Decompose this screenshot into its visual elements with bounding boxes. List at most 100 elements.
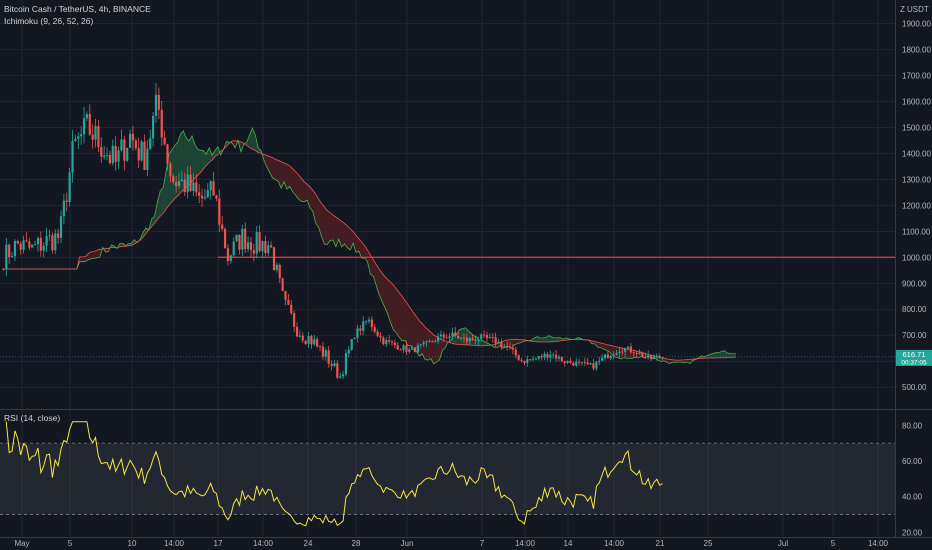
candle (483, 330, 486, 338)
candle (497, 338, 500, 345)
candles (2, 83, 664, 380)
candle (249, 237, 253, 258)
candle-body (451, 332, 454, 337)
candle-body (560, 356, 563, 362)
candle (318, 345, 322, 352)
candle (506, 341, 509, 351)
candle-body (267, 245, 270, 254)
candle-body (347, 349, 350, 354)
indicator-label[interactable]: Ichimoku (9, 26, 52, 26) (4, 16, 94, 26)
candle (131, 125, 135, 151)
candle-body (457, 335, 460, 339)
candle (526, 355, 529, 367)
candle (647, 350, 650, 360)
candle (324, 347, 327, 361)
candle (195, 174, 198, 197)
candle (28, 238, 31, 251)
candle (22, 235, 25, 254)
candle (428, 339, 431, 343)
candle-body (508, 347, 512, 349)
candle-body (626, 346, 630, 349)
candle-body (393, 342, 396, 346)
candle-body (341, 374, 345, 377)
candle-body (462, 337, 466, 339)
candle-body (91, 134, 94, 140)
candle-body (629, 346, 632, 353)
candle-body (379, 335, 382, 338)
candle (618, 347, 621, 358)
candle (485, 331, 489, 342)
candle (252, 243, 255, 262)
candle-body (442, 334, 445, 338)
candle (572, 361, 575, 367)
candle (221, 216, 224, 232)
symbol-title[interactable]: Bitcoin Cash / TetherUS, 4h, BINANCE (4, 4, 151, 14)
candle (117, 146, 120, 170)
candle-body (388, 340, 391, 342)
candle (376, 328, 379, 338)
candle-body (103, 155, 106, 157)
candle (304, 340, 307, 345)
candle-body (209, 181, 212, 191)
candle-body (13, 241, 17, 257)
candle-body (252, 250, 255, 254)
time-axis-label: Jul (778, 539, 788, 548)
ichimoku-span-b (2, 140, 737, 361)
candle-body (534, 358, 538, 360)
candle-body (198, 192, 201, 196)
time-axis-label: 17 (214, 539, 223, 548)
candle-body (180, 179, 183, 182)
candle-body (557, 356, 561, 359)
candle-body (465, 337, 468, 342)
candle-body (25, 240, 28, 242)
candle-body (203, 197, 207, 199)
candle-body (425, 341, 428, 343)
candle-body (580, 361, 584, 363)
price-scale-label: 1100.00 (902, 227, 931, 236)
rsi-scale-label: 20.00 (902, 528, 923, 537)
candle (439, 330, 443, 341)
candle-body (88, 114, 91, 135)
candle (523, 360, 526, 366)
candle (229, 254, 232, 264)
candle-body (206, 190, 209, 198)
candle (246, 236, 250, 253)
candle (114, 136, 117, 171)
candle-body (563, 361, 566, 363)
candle-body (293, 312, 296, 327)
candle (344, 349, 348, 377)
candle-body (480, 334, 483, 340)
candle (517, 354, 520, 361)
price-scale-label: 1700.00 (902, 71, 931, 80)
candle-body (36, 238, 40, 245)
time-axis-label: 21 (656, 539, 665, 548)
candle (589, 362, 592, 365)
candle (77, 132, 80, 150)
candle (546, 351, 549, 361)
candle (13, 239, 17, 261)
candle-body (428, 340, 431, 342)
candle-body (652, 356, 656, 359)
candle (62, 193, 65, 225)
candle-body (661, 357, 664, 359)
candle (356, 325, 359, 343)
candle (661, 357, 664, 361)
candle-body (105, 154, 109, 156)
candle (321, 342, 325, 360)
candle (316, 336, 319, 348)
candle-body (246, 242, 250, 249)
candle (626, 345, 630, 351)
candle-body (459, 337, 463, 339)
last-price-tag (896, 349, 932, 366)
candle-body (399, 349, 402, 351)
rsi-band-fill (0, 443, 895, 515)
candle (601, 354, 604, 361)
candle (595, 360, 598, 371)
candle (301, 332, 304, 343)
rsi-label[interactable]: RSI (14, close) (4, 413, 61, 423)
candle (494, 332, 497, 347)
candle (508, 342, 512, 350)
candle (459, 337, 463, 341)
candle-body (365, 321, 368, 323)
